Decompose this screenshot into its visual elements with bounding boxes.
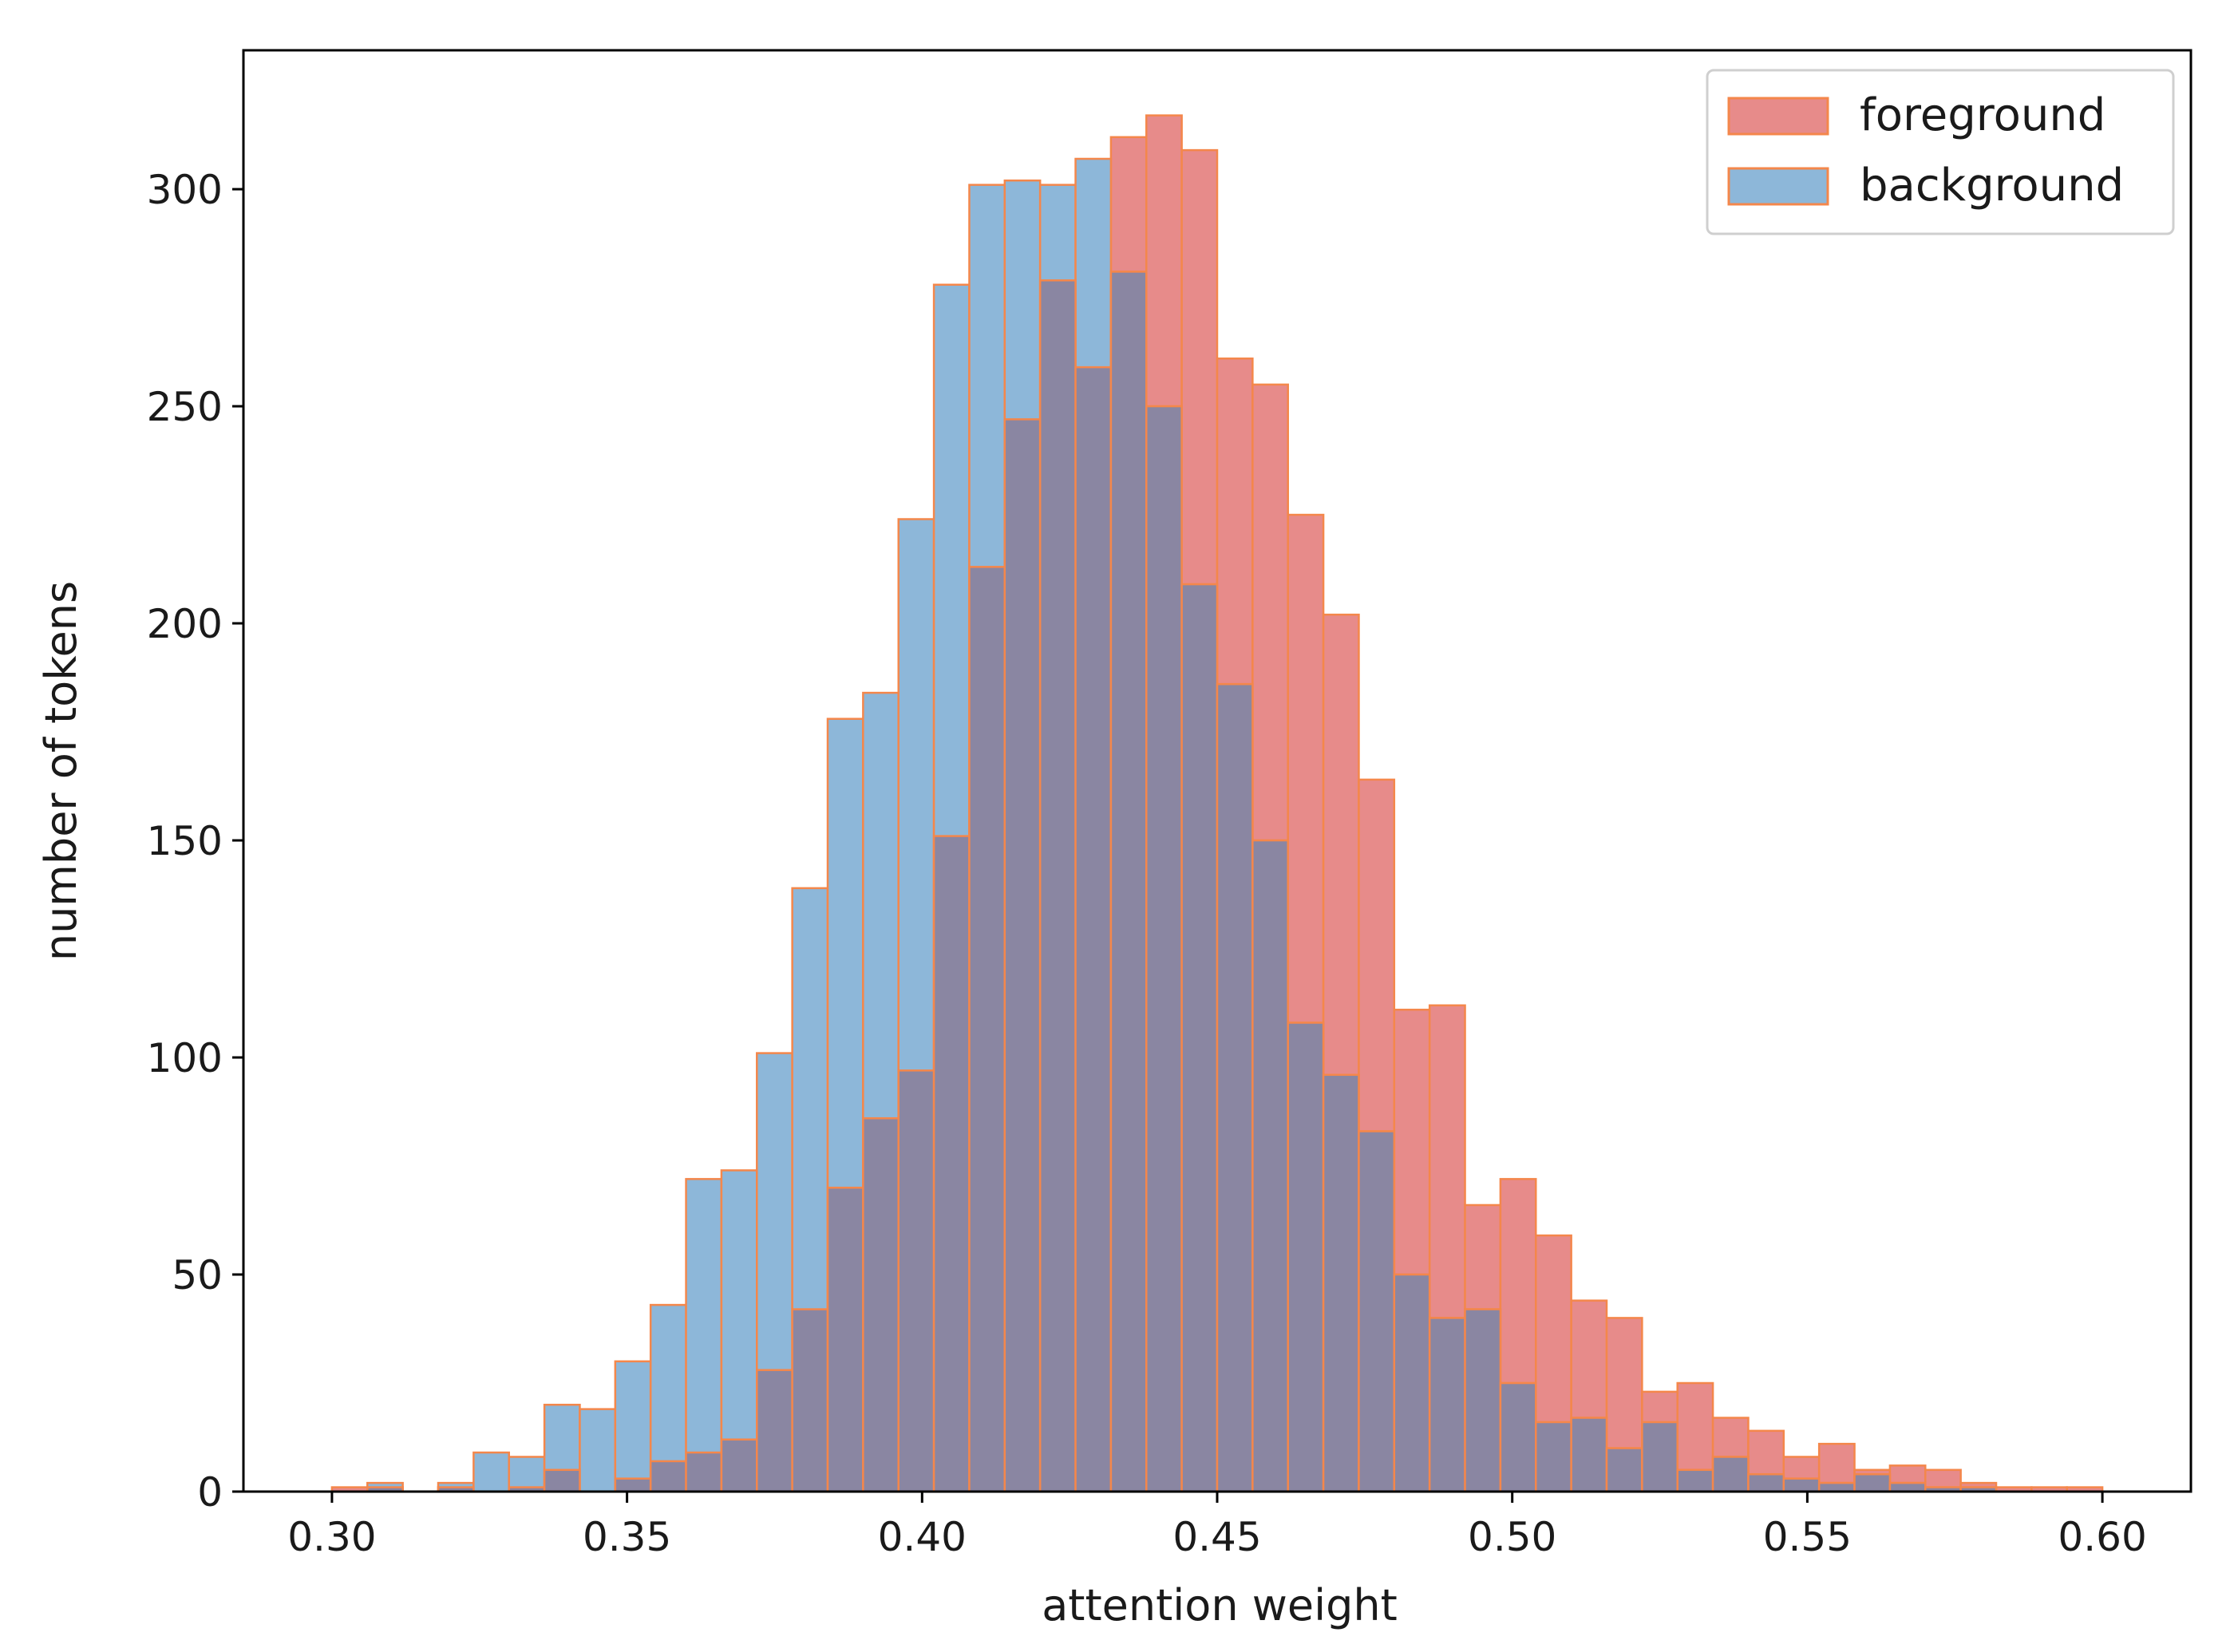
overlap-bar bbox=[1782, 1477, 1821, 1493]
overlap-bar bbox=[756, 1369, 793, 1493]
background-bar bbox=[720, 1169, 758, 1493]
overlap-bar bbox=[543, 1468, 581, 1493]
overlap-bar bbox=[1535, 1421, 1572, 1493]
overlap-bar bbox=[1676, 1468, 1714, 1493]
y-axis-label: number of tokens bbox=[36, 581, 86, 961]
legend-label-foreground: foreground bbox=[1860, 89, 2105, 141]
overlap-bar bbox=[1109, 271, 1148, 1493]
overlap-bar bbox=[1570, 1417, 1608, 1493]
legend-swatch-background bbox=[1727, 167, 1829, 206]
x-tick-label: 0.35 bbox=[583, 1514, 671, 1560]
overlap-bar bbox=[1322, 1073, 1360, 1493]
x-tick-label: 0.60 bbox=[2058, 1514, 2146, 1560]
overlap-bar bbox=[1464, 1308, 1502, 1493]
overlap-bar bbox=[1287, 1022, 1325, 1493]
overlap-bar bbox=[1499, 1381, 1537, 1493]
overlap-bar bbox=[1428, 1317, 1466, 1493]
overlap-bar bbox=[1074, 366, 1113, 1493]
overlap-bar bbox=[1853, 1472, 1892, 1493]
overlap-bar bbox=[791, 1308, 829, 1493]
overlap-bar bbox=[1888, 1481, 1927, 1493]
x-tick-label: 0.55 bbox=[1763, 1514, 1852, 1560]
overlap-bar bbox=[1038, 279, 1077, 1493]
y-axis-ticks: 0 50 100 150 200 250 300 bbox=[147, 167, 243, 1516]
overlap-bar bbox=[1605, 1447, 1643, 1493]
overlap-bar bbox=[1216, 682, 1254, 1493]
y-tick-label: 300 bbox=[147, 167, 223, 213]
y-tick-label: 250 bbox=[147, 384, 223, 430]
overlap-bar bbox=[614, 1477, 652, 1493]
overlap-bar bbox=[862, 1116, 900, 1493]
x-axis-label: attention weight bbox=[1042, 1580, 1398, 1630]
x-tick-label: 0.50 bbox=[1468, 1514, 1556, 1560]
overlap-bar bbox=[1817, 1481, 1856, 1493]
background-bar bbox=[685, 1178, 723, 1493]
x-tick-label: 0.40 bbox=[878, 1514, 967, 1560]
y-tick-label: 200 bbox=[147, 601, 223, 647]
legend: foreground background bbox=[1706, 69, 2175, 235]
overlap-bar bbox=[685, 1451, 723, 1493]
overlap-bar bbox=[1747, 1472, 1785, 1493]
overlap-bar bbox=[1358, 1130, 1396, 1493]
overlap-bar bbox=[1641, 1421, 1678, 1493]
y-tick-label: 100 bbox=[147, 1035, 223, 1081]
legend-swatch-foreground bbox=[1727, 97, 1829, 136]
y-tick-label: 0 bbox=[197, 1469, 223, 1516]
overlap-bar bbox=[720, 1438, 758, 1493]
overlap-bar bbox=[932, 835, 971, 1493]
overlap-bar bbox=[1251, 839, 1289, 1493]
overlap-bar bbox=[897, 1069, 935, 1493]
background-bar bbox=[579, 1408, 617, 1493]
overlap-bar bbox=[826, 1186, 864, 1493]
overlap-bar bbox=[1003, 418, 1042, 1493]
x-tick-label: 0.30 bbox=[287, 1514, 376, 1560]
overlap-bar bbox=[649, 1460, 687, 1493]
background-bar bbox=[614, 1360, 652, 1493]
background-bar bbox=[473, 1451, 510, 1493]
y-tick-label: 150 bbox=[147, 818, 223, 864]
legend-label-background: background bbox=[1860, 160, 2124, 211]
overlap-bar bbox=[1711, 1456, 1750, 1493]
y-tick-label: 50 bbox=[172, 1252, 223, 1298]
overlap-bar bbox=[1180, 583, 1219, 1493]
x-tick-label: 0.45 bbox=[1172, 1514, 1261, 1560]
x-axis-ticks: 0.30 0.35 0.40 0.45 0.50 0.55 0.60 bbox=[287, 1492, 2147, 1560]
overlap-bar bbox=[1393, 1273, 1431, 1493]
overlap-bars bbox=[366, 271, 1998, 1493]
overlap-bar bbox=[968, 566, 1006, 1493]
overlap-bar bbox=[1145, 405, 1183, 1493]
